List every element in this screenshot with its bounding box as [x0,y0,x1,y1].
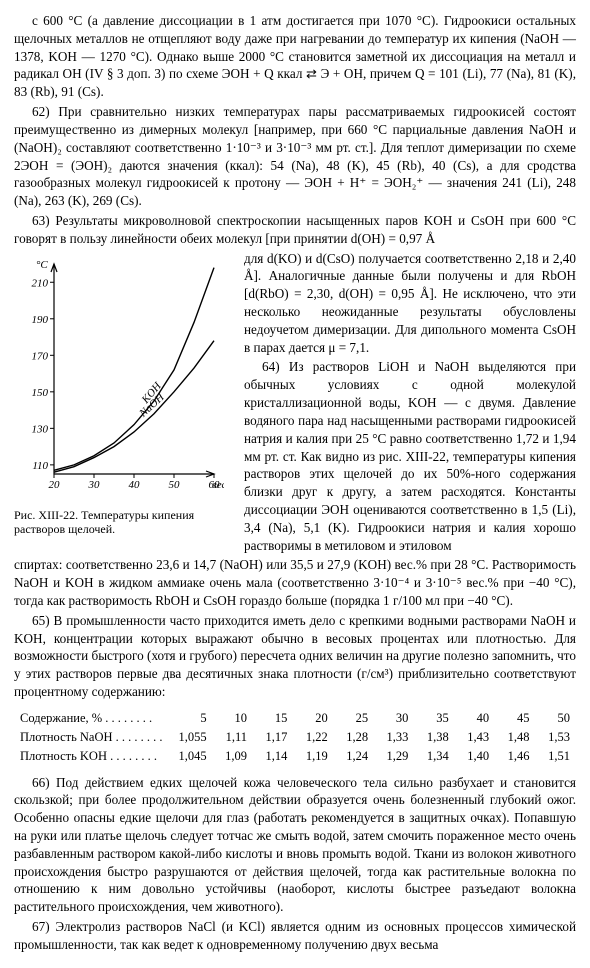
svg-text:40: 40 [129,479,141,491]
paragraph-66: 66) Под действием едких щелочей кожа чел… [14,774,576,917]
svg-text:вес.%: вес.% [212,479,224,491]
table-cell: 1,11 [213,728,253,747]
table-row: Плотность KOH . . . . . . . .1,0451,091,… [14,747,576,766]
table-cell: 1,48 [495,728,535,747]
table-cell: 1,51 [536,747,577,766]
svg-text:20: 20 [49,479,61,491]
density-table: Содержание, % . . . . . . . .51015202530… [14,709,576,766]
table-cell: 15 [253,709,293,728]
figure-xiii-22: 110130150170190210°С2030405060вес.%KOHNa… [14,254,234,537]
svg-text:110: 110 [32,459,48,471]
table-cell: 1,17 [253,728,293,747]
table-cell: 1,46 [495,747,535,766]
table-cell: 1,53 [536,728,577,747]
table-cell: 1,28 [334,728,374,747]
table-row: Содержание, % . . . . . . . .51015202530… [14,709,576,728]
table-cell: 1,33 [374,728,414,747]
table-cell: 25 [334,709,374,728]
paragraph-67: 67) Электролиз растворов NaCl (и KCl) яв… [14,918,576,954]
paragraph-65: 65) В промышленности часто приходится им… [14,612,576,701]
svg-text:30: 30 [88,479,101,491]
paragraph-61-cont: с 600 °С (а давление диссоциации в 1 атм… [14,12,576,101]
svg-text:210: 210 [32,277,49,289]
table-cell: 1,045 [169,747,213,766]
table-cell: 1,40 [455,747,495,766]
table-cell: 10 [213,709,253,728]
table-cell: 1,24 [334,747,374,766]
row-label: Содержание, % . . . . . . . . [14,709,169,728]
paragraph-63-a: 63) Результаты микроволновой спектроскоп… [14,212,576,248]
table-cell: 1,38 [414,728,454,747]
svg-text:170: 170 [32,350,49,362]
row-label: Плотность KOH . . . . . . . . [14,747,169,766]
table-cell: 1,22 [293,728,333,747]
table-cell: 45 [495,709,535,728]
table-row: Плотность NaOH . . . . . . . .1,0551,111… [14,728,576,747]
paragraph-64-b: спиртах: соответственно 23,6 и 14,7 (NaO… [14,556,576,609]
table-cell: 1,19 [293,747,333,766]
row-label: Плотность NaOH . . . . . . . . [14,728,169,747]
table-cell: 35 [414,709,454,728]
table-cell: 1,055 [169,728,213,747]
table-cell: 40 [455,709,495,728]
table-cell: 5 [169,709,213,728]
svg-text:130: 130 [32,423,49,435]
svg-text:°С: °С [36,259,48,271]
svg-text:190: 190 [32,313,49,325]
chart-svg: 110130150170190210°С2030405060вес.%KOHNa… [14,254,224,504]
table-cell: 1,43 [455,728,495,747]
table-cell: 20 [293,709,333,728]
table-cell: 50 [536,709,577,728]
table-cell: 1,34 [414,747,454,766]
table-cell: 1,09 [213,747,253,766]
table-cell: 1,29 [374,747,414,766]
table-cell: 1,14 [253,747,293,766]
table-cell: 30 [374,709,414,728]
svg-text:150: 150 [32,386,49,398]
svg-text:50: 50 [169,479,181,491]
paragraph-62: 62) При сравнительно низких температурах… [14,103,576,210]
figure-caption: Рис. XIII-22. Температуры кипения раство… [14,508,234,537]
